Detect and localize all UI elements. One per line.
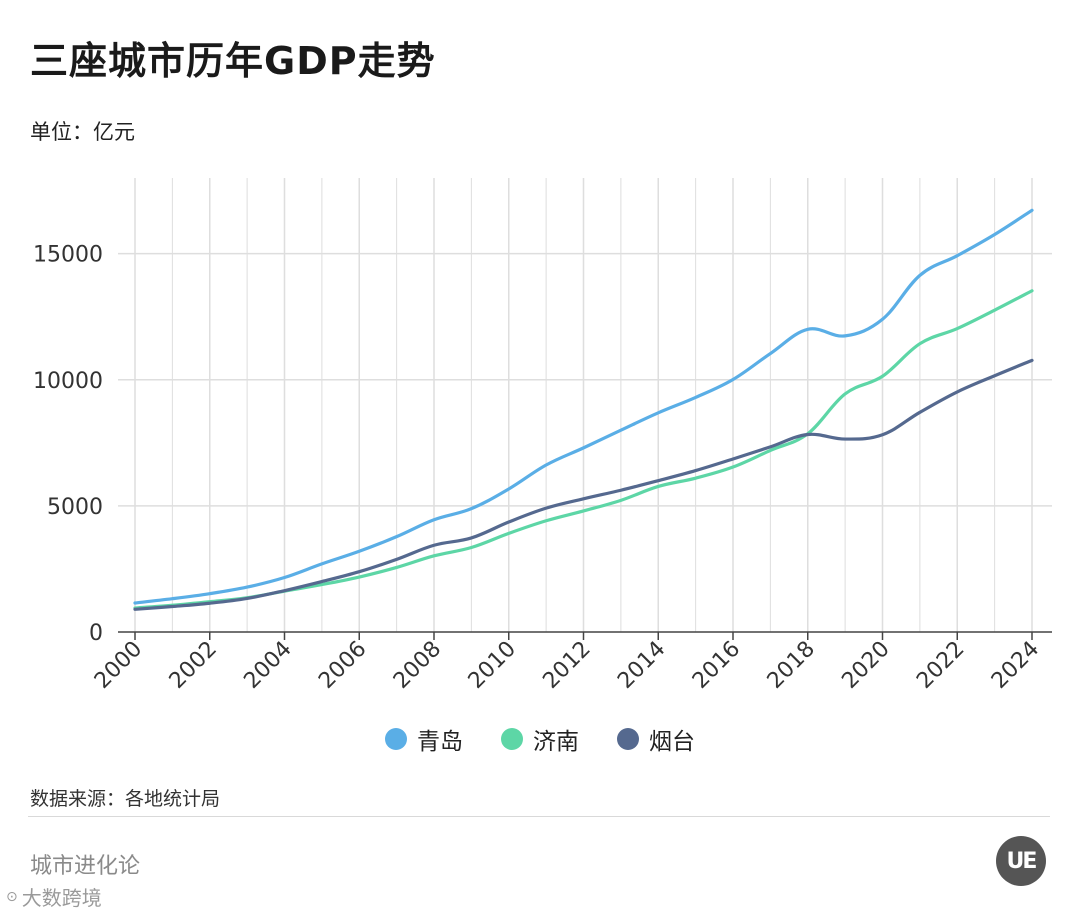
x-tick-label: 2002 [165,637,222,694]
x-tick-label: 2008 [389,637,446,694]
watermark-icon: ⊙ [6,888,18,905]
legend-swatch-yantai [617,728,639,750]
brand-name: 城市进化论 [30,854,141,879]
x-tick-label: 2010 [464,637,521,694]
legend-item-jinan[interactable]: 济南 [501,722,579,756]
chart-series [133,208,1034,611]
legend-label-qingdao: 青岛 [417,729,463,755]
series-line-qingdao [133,208,1034,605]
legend-item-qingdao[interactable]: 青岛 [385,722,463,756]
x-tick-label: 2004 [239,637,296,694]
y-tick-label: 0 [89,621,103,646]
legend-label-jinan: 济南 [533,729,579,755]
x-tick-label: 2022 [912,637,969,694]
x-tick-label: 2016 [688,637,745,694]
y-tick-label: 15000 [33,243,103,268]
chart-legend: 青岛 济南 烟台 [0,722,1080,756]
legend-item-yantai[interactable]: 烟台 [617,722,695,756]
y-tick-label: 5000 [47,495,103,520]
footer-divider [28,816,1050,817]
x-tick-label: 2006 [314,637,371,694]
series-line-yantai [133,358,1034,611]
x-tick-label: 2014 [613,637,670,694]
chart-grid [118,178,1052,632]
x-tick-label: 2020 [837,637,894,694]
legend-label-yantai: 烟台 [649,729,695,755]
legend-swatch-jinan [501,728,523,750]
x-tick-label: 2012 [538,637,595,694]
watermark-text: 大数跨境 [21,886,102,910]
y-tick-label: 10000 [33,369,103,394]
logo-text: UE [1006,848,1038,874]
data-source: 数据来源：各地统计局 [30,788,221,810]
chart-title: 三座城市历年GDP走势 [30,39,436,83]
unit-label: 单位：亿元 [30,120,135,144]
x-tick-label: 2024 [987,637,1044,694]
x-tick-label: 2018 [763,637,820,694]
platform-watermark: ⊙ 大数跨境 [6,882,102,911]
legend-swatch-qingdao [385,728,407,750]
brand-logo: UE [996,836,1046,886]
